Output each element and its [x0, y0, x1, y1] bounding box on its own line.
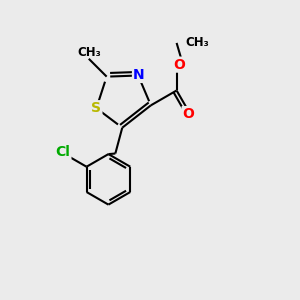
Text: Cl: Cl [56, 145, 70, 159]
Text: CH₃: CH₃ [77, 46, 101, 59]
Text: N: N [133, 68, 145, 82]
Text: CH₃: CH₃ [185, 36, 209, 50]
Text: O: O [173, 58, 184, 72]
Text: S: S [92, 101, 101, 115]
Text: O: O [183, 107, 194, 121]
